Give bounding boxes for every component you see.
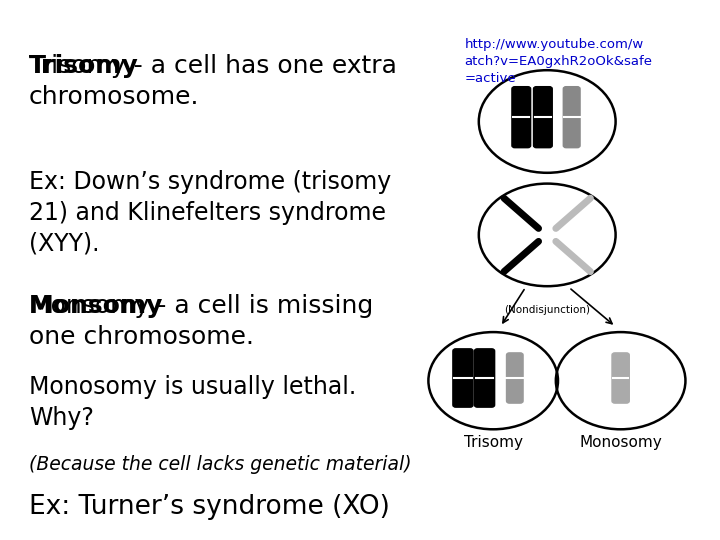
Text: Monsomy - a cell is missing
one chromosome.: Monsomy - a cell is missing one chromoso…	[29, 294, 373, 349]
Text: (Because the cell lacks genetic material): (Because the cell lacks genetic material…	[29, 455, 411, 474]
FancyBboxPatch shape	[453, 349, 473, 407]
Text: Monsomy: Monsomy	[29, 294, 163, 318]
FancyBboxPatch shape	[474, 349, 495, 407]
Text: Ex: Down’s syndrome (trisomy
21) and Klinefelters syndrome
(XYY).: Ex: Down’s syndrome (trisomy 21) and Kli…	[29, 170, 391, 255]
Text: Monosomy: Monosomy	[580, 435, 662, 450]
FancyBboxPatch shape	[507, 353, 523, 403]
Text: Trisomy: Trisomy	[464, 435, 523, 450]
FancyBboxPatch shape	[563, 86, 580, 147]
Text: Trisomy - a cell has one extra
chromosome.: Trisomy - a cell has one extra chromosom…	[29, 54, 397, 109]
FancyBboxPatch shape	[612, 353, 629, 403]
Text: Ex: Turner’s syndrome (XO): Ex: Turner’s syndrome (XO)	[29, 494, 390, 520]
Text: http://www.youtube.com/w
atch?v=EA0gxhR2oOk&safe
=active: http://www.youtube.com/w atch?v=EA0gxhR2…	[464, 38, 652, 85]
FancyBboxPatch shape	[534, 86, 552, 147]
Text: Trisomy: Trisomy	[29, 54, 138, 78]
Text: Monosomy is usually lethal.
Why?: Monosomy is usually lethal. Why?	[29, 375, 356, 430]
FancyBboxPatch shape	[512, 86, 531, 147]
Text: (Nondisjunction): (Nondisjunction)	[504, 305, 590, 315]
